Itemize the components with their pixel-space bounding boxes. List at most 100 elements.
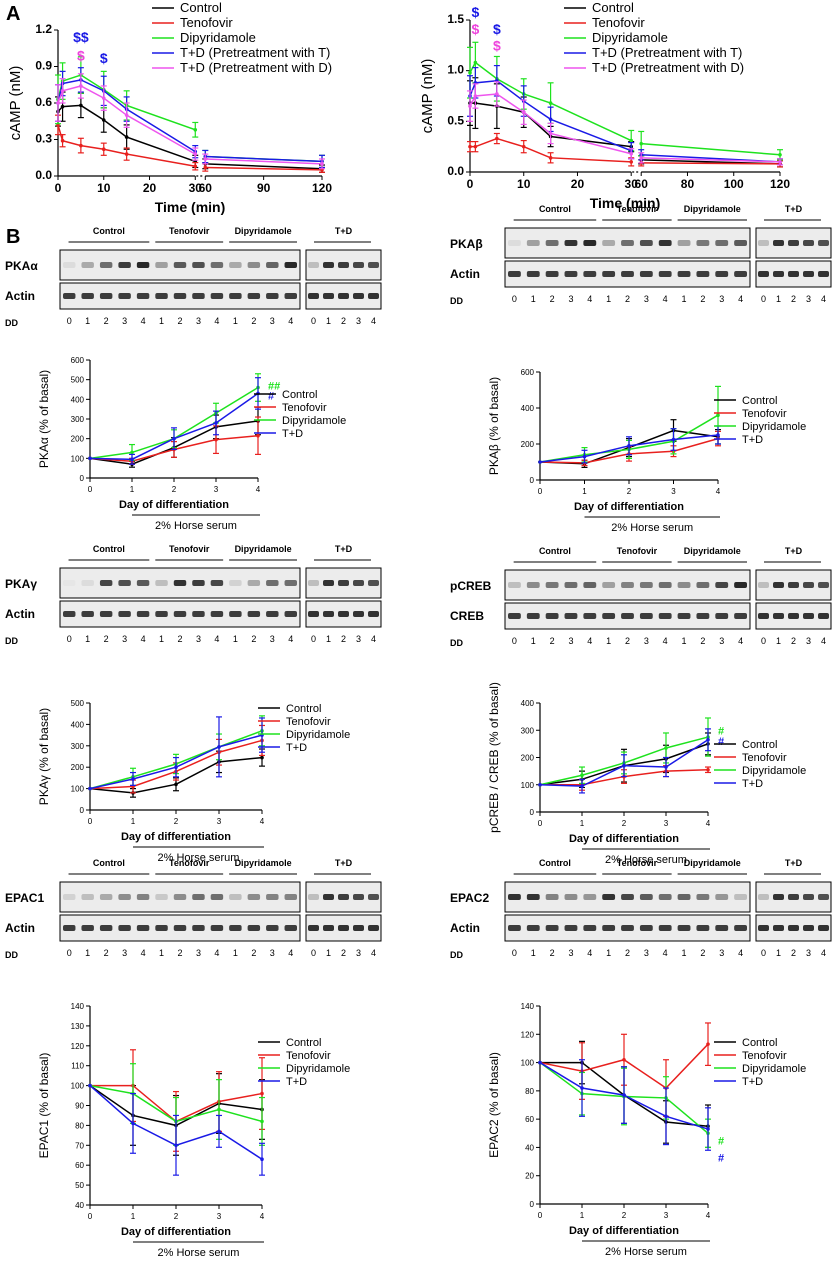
- blot-top-label: EPAC2: [450, 891, 489, 905]
- series-line: [205, 158, 323, 165]
- blot-band: [136, 894, 150, 900]
- blot-lane-label: 2: [625, 294, 630, 304]
- y-tick-label: 300: [71, 742, 85, 751]
- blot-band: [696, 613, 710, 619]
- legend-label: Control: [180, 0, 222, 15]
- blot-lane-label: 4: [214, 948, 219, 958]
- blot-bottom-label: CREB: [450, 609, 484, 623]
- legend-label: Dipyridamole: [742, 421, 806, 433]
- blot-group-label: Control: [539, 204, 571, 214]
- x-tick-label: 2: [172, 485, 177, 494]
- blot-lane-label: 1: [85, 948, 90, 958]
- significance-mark: #: [718, 1136, 724, 1148]
- y-tick-label: 200: [521, 754, 535, 763]
- blot-group-label: Control: [539, 546, 571, 556]
- data-point: [172, 436, 176, 441]
- blot-group-label: Control: [93, 858, 125, 868]
- blot-lane-label: 3: [644, 948, 649, 958]
- blot-group-label: Dipyridamole: [235, 544, 292, 554]
- blot-band: [773, 582, 784, 588]
- blot-band: [818, 240, 829, 246]
- y-tick-label: 400: [521, 404, 535, 413]
- blot-lane-label: 3: [568, 636, 573, 646]
- blot-lane-label: 2: [700, 948, 705, 958]
- x-tick-label: 30: [625, 177, 639, 191]
- blot-band: [583, 925, 597, 931]
- panel-label-a: A: [6, 3, 20, 25]
- blot-lane-label: 3: [270, 634, 275, 644]
- legend-label: Dipyridamole: [282, 415, 346, 427]
- blot-band: [508, 925, 521, 931]
- legend-label: Control: [592, 0, 634, 15]
- significance-mark: $: [471, 4, 479, 20]
- blot-lane-label: 1: [606, 948, 611, 958]
- blot-band: [338, 925, 349, 931]
- y-tick-label: 100: [71, 454, 85, 463]
- x-tick-label: 2: [622, 819, 627, 828]
- y-axis-label: EPAC1 (% of basal): [37, 1053, 51, 1159]
- series-tenofovir: [88, 1049, 265, 1152]
- blot-band: [564, 271, 578, 277]
- y-tick-label: 0: [530, 476, 535, 485]
- blot-pcreb: Control Tenofovir Dipyridamole T+D pCREB CREB…: [450, 546, 832, 648]
- x-tick-label: 20: [143, 181, 157, 195]
- blot-lane-label: 1: [606, 294, 611, 304]
- blot-band: [192, 293, 205, 299]
- blot-band: [658, 240, 672, 246]
- blot-band: [155, 262, 168, 268]
- blot-lane-label: 2: [791, 636, 796, 646]
- data-point: [548, 117, 553, 122]
- data-point: [174, 765, 178, 769]
- y-axis-label: EPAC2 (% of basal): [487, 1052, 501, 1158]
- blot-band: [229, 894, 242, 900]
- blot-lane-label: 1: [531, 948, 536, 958]
- blot-dd-label: DD: [450, 638, 463, 648]
- series-line: [57, 85, 196, 155]
- blot-band: [803, 240, 814, 246]
- legend-label: Tenofovir: [592, 15, 645, 30]
- data-point: [203, 165, 208, 170]
- legend-label: Tenofovir: [286, 1050, 331, 1062]
- blot-lane-label: 4: [663, 948, 668, 958]
- blot-epac1: Control Tenofovir Dipyridamole T+D EPAC1 Acti…: [5, 858, 382, 960]
- series-t-d: [88, 1083, 265, 1176]
- blot-band: [658, 582, 672, 588]
- y-tick-label: 1.2: [35, 22, 52, 36]
- treatment-label: 2% Horse serum: [158, 1247, 240, 1259]
- y-tick-label: 120: [521, 1030, 535, 1039]
- y-tick-label: 100: [521, 1059, 535, 1068]
- data-point: [320, 162, 324, 166]
- blot-band: [192, 262, 205, 268]
- blot-lane-label: 4: [141, 948, 146, 958]
- blot-band: [602, 240, 616, 246]
- blot-band: [118, 925, 131, 931]
- blot-band: [136, 925, 150, 931]
- x-tick-label: 1: [130, 485, 135, 494]
- blot-band: [658, 925, 672, 931]
- blot-band: [758, 613, 769, 619]
- blot-lane-label: 3: [196, 634, 201, 644]
- y-axis-label: PKAγ (% of basal): [37, 708, 51, 805]
- blot-band: [229, 611, 242, 617]
- data-point: [60, 104, 65, 109]
- data-point: [60, 138, 65, 143]
- blot-band: [715, 271, 729, 277]
- treatment-label: 2% Horse serum: [155, 520, 237, 532]
- blot-lane-label: 3: [719, 948, 724, 958]
- data-point: [56, 101, 60, 105]
- legend-label: Dipyridamole: [286, 1063, 350, 1075]
- series-line: [469, 93, 632, 155]
- x-axis-label: Day of differentiation: [119, 499, 229, 511]
- blot-lane-label: 1: [606, 636, 611, 646]
- series-t-d: [538, 425, 721, 464]
- blot-band: [229, 262, 242, 268]
- blot-epac2: Control Tenofovir Dipyridamole T+D EPAC2 Acti…: [450, 858, 832, 960]
- blot-band: [155, 894, 168, 900]
- legend-label: Dipyridamole: [742, 765, 806, 777]
- y-axis-label: PKAβ (% of basal): [487, 377, 501, 475]
- blot-band: [734, 271, 747, 277]
- blot-lane-label: 2: [700, 294, 705, 304]
- blot-band: [564, 925, 578, 931]
